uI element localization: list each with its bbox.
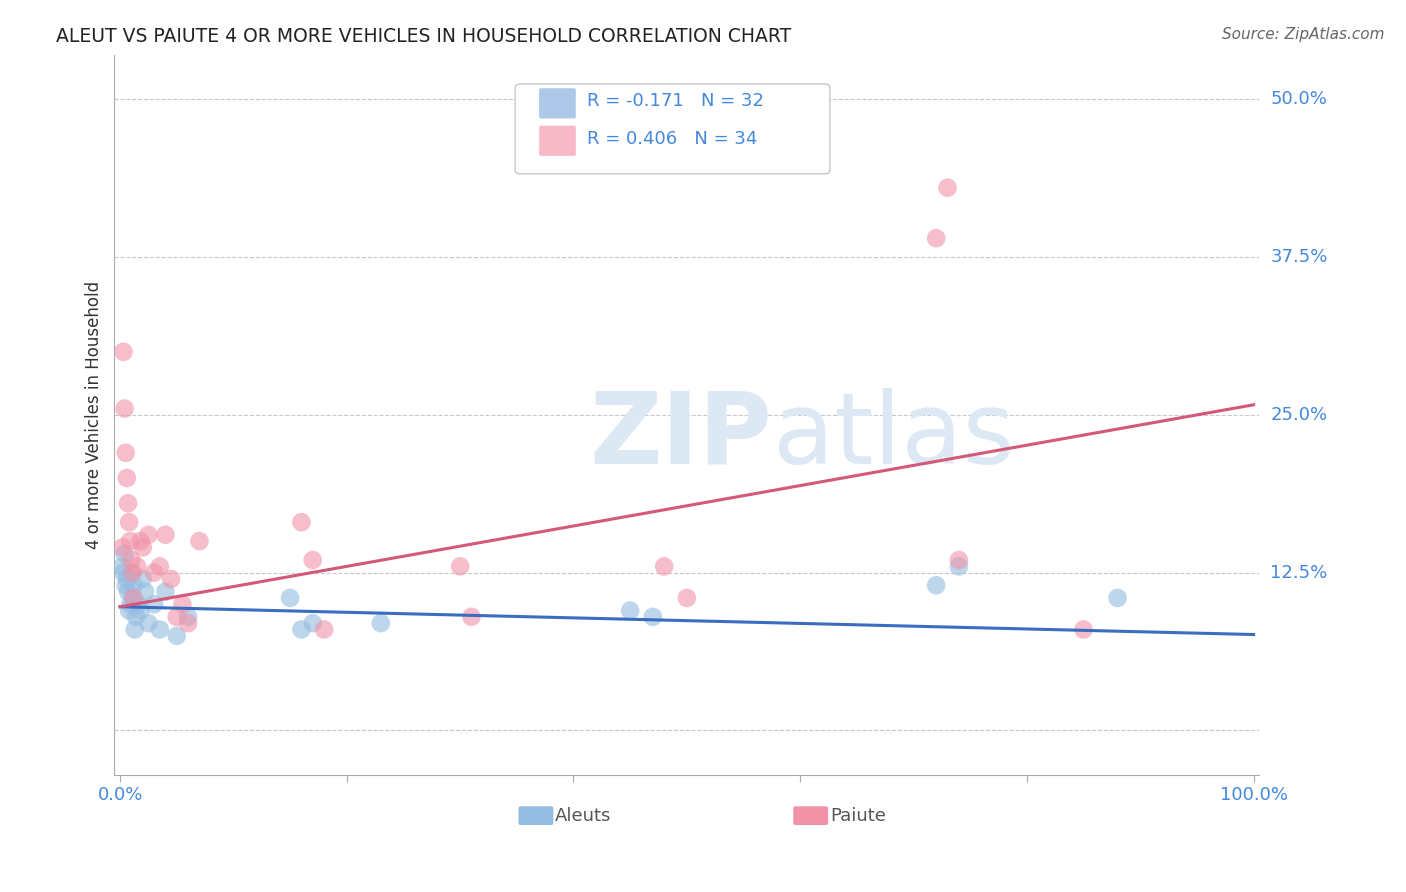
Point bbox=[127, 597, 149, 611]
Point bbox=[149, 559, 172, 574]
Text: 12.5%: 12.5% bbox=[1271, 564, 1327, 582]
Point bbox=[370, 616, 392, 631]
Point bbox=[114, 547, 136, 561]
Text: ZIP: ZIP bbox=[589, 388, 772, 485]
Point bbox=[112, 566, 135, 580]
Text: 37.5%: 37.5% bbox=[1271, 248, 1327, 266]
Point bbox=[143, 566, 166, 580]
Text: Paiute: Paiute bbox=[830, 807, 886, 825]
Point bbox=[188, 534, 211, 549]
Point bbox=[125, 610, 148, 624]
Point bbox=[1107, 591, 1129, 605]
Point bbox=[114, 578, 136, 592]
Y-axis label: 4 or more Vehicles in Household: 4 or more Vehicles in Household bbox=[86, 281, 103, 549]
Point bbox=[120, 597, 142, 611]
Point bbox=[948, 559, 970, 574]
FancyBboxPatch shape bbox=[538, 88, 576, 119]
Point bbox=[111, 559, 134, 574]
Text: R = 0.406   N = 34: R = 0.406 N = 34 bbox=[588, 129, 758, 147]
Point bbox=[166, 629, 188, 643]
Point bbox=[290, 623, 312, 637]
Point bbox=[115, 572, 138, 586]
Point bbox=[138, 616, 160, 631]
Point bbox=[114, 446, 136, 460]
FancyBboxPatch shape bbox=[538, 126, 576, 156]
Point bbox=[132, 572, 155, 586]
Point bbox=[121, 566, 143, 580]
Point bbox=[132, 541, 155, 555]
Point bbox=[120, 534, 142, 549]
Point bbox=[117, 584, 139, 599]
Point bbox=[125, 559, 148, 574]
Text: R = -0.171   N = 32: R = -0.171 N = 32 bbox=[588, 92, 765, 111]
Point bbox=[149, 623, 172, 637]
Point bbox=[118, 603, 141, 617]
Point bbox=[122, 591, 145, 605]
FancyBboxPatch shape bbox=[515, 84, 830, 174]
Point bbox=[124, 623, 146, 637]
Point bbox=[172, 597, 194, 611]
FancyBboxPatch shape bbox=[793, 806, 828, 825]
Point bbox=[166, 610, 188, 624]
Point bbox=[641, 610, 664, 624]
Text: Source: ZipAtlas.com: Source: ZipAtlas.com bbox=[1222, 27, 1385, 42]
Text: 50.0%: 50.0% bbox=[1271, 90, 1327, 108]
Point bbox=[675, 591, 697, 605]
Point bbox=[134, 584, 156, 599]
Point bbox=[117, 496, 139, 510]
Point bbox=[160, 572, 183, 586]
Point bbox=[177, 616, 200, 631]
Point bbox=[278, 591, 301, 605]
Point bbox=[177, 610, 200, 624]
Point bbox=[118, 515, 141, 529]
Point bbox=[115, 471, 138, 485]
Point bbox=[948, 553, 970, 567]
Point bbox=[114, 401, 136, 416]
Point bbox=[314, 623, 336, 637]
Point bbox=[1073, 623, 1095, 637]
Point bbox=[121, 591, 143, 605]
Text: Aleuts: Aleuts bbox=[555, 807, 612, 825]
Point bbox=[138, 528, 160, 542]
Point bbox=[155, 584, 177, 599]
Point bbox=[301, 616, 323, 631]
Point bbox=[120, 566, 142, 580]
Point bbox=[112, 344, 135, 359]
Point bbox=[120, 553, 142, 567]
Point bbox=[143, 597, 166, 611]
Point bbox=[122, 578, 145, 592]
Text: 25.0%: 25.0% bbox=[1271, 406, 1327, 424]
Point bbox=[449, 559, 471, 574]
Point bbox=[936, 180, 959, 194]
Point bbox=[925, 231, 948, 245]
Point bbox=[129, 603, 152, 617]
Point bbox=[155, 528, 177, 542]
Point bbox=[652, 559, 675, 574]
Point bbox=[290, 515, 312, 529]
FancyBboxPatch shape bbox=[519, 806, 554, 825]
Point bbox=[460, 610, 482, 624]
Point bbox=[619, 603, 641, 617]
Point bbox=[925, 578, 948, 592]
Text: ALEUT VS PAIUTE 4 OR MORE VEHICLES IN HOUSEHOLD CORRELATION CHART: ALEUT VS PAIUTE 4 OR MORE VEHICLES IN HO… bbox=[56, 27, 792, 45]
Point bbox=[129, 534, 152, 549]
Point bbox=[111, 541, 134, 555]
Point bbox=[301, 553, 323, 567]
Text: atlas: atlas bbox=[773, 388, 1014, 485]
